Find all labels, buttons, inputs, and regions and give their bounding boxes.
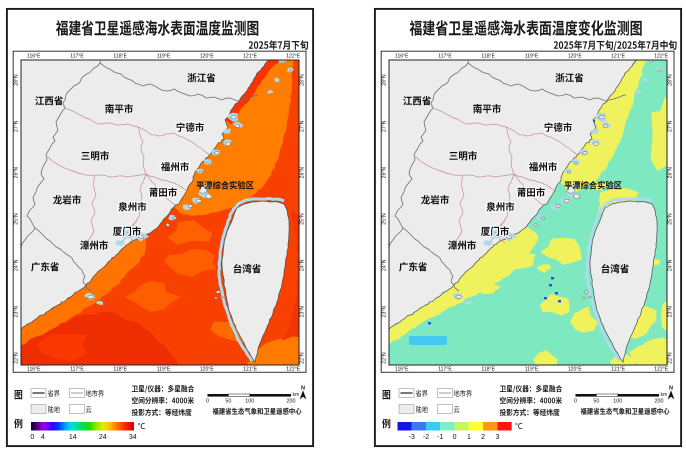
svg-text:116°E: 116°E xyxy=(395,54,409,60)
svg-text:0: 0 xyxy=(453,434,457,441)
svg-text:23°N: 23°N xyxy=(299,306,305,318)
svg-text:14: 14 xyxy=(69,434,77,441)
svg-text:25°N: 25°N xyxy=(382,213,388,225)
svg-text:118°E: 118°E xyxy=(481,366,495,372)
svg-text:28°N: 28°N xyxy=(14,74,20,86)
svg-text:120°E: 120°E xyxy=(568,54,583,60)
svg-text:120°E: 120°E xyxy=(200,54,215,60)
svg-text:25°N: 25°N xyxy=(14,213,20,225)
svg-text:23°N: 23°N xyxy=(667,306,673,318)
svg-text:27°N: 27°N xyxy=(382,120,388,132)
svg-text:118°E: 118°E xyxy=(113,366,127,372)
svg-text:27°N: 27°N xyxy=(299,120,305,132)
svg-text:-2: -2 xyxy=(423,434,429,441)
svg-text:23°N: 23°N xyxy=(382,306,388,318)
svg-text:24°N: 24°N xyxy=(14,259,20,271)
svg-text:116°E: 116°E xyxy=(395,366,409,372)
svg-text:1: 1 xyxy=(467,434,471,441)
svg-text:km: km xyxy=(661,392,668,398)
svg-text:119°E: 119°E xyxy=(525,54,539,60)
svg-text:200: 200 xyxy=(655,399,664,405)
svg-text:N: N xyxy=(301,385,305,391)
svg-text:27°N: 27°N xyxy=(14,120,20,132)
svg-text:3: 3 xyxy=(495,434,499,441)
svg-text:116°E: 116°E xyxy=(27,54,41,60)
svg-text:-1: -1 xyxy=(437,434,443,441)
svg-text:100: 100 xyxy=(613,399,622,405)
svg-text:27°N: 27°N xyxy=(667,120,673,132)
svg-text:119°E: 119°E xyxy=(157,54,171,60)
svg-text:24°N: 24°N xyxy=(382,259,388,271)
svg-text:24: 24 xyxy=(99,434,107,441)
svg-text:26°N: 26°N xyxy=(382,167,388,179)
svg-text:0: 0 xyxy=(30,434,34,441)
svg-text:28°N: 28°N xyxy=(667,74,673,86)
svg-text:-3: -3 xyxy=(409,434,415,441)
svg-text:122°E: 122°E xyxy=(286,54,301,60)
svg-text:121°E: 121°E xyxy=(611,366,626,372)
svg-text:24°N: 24°N xyxy=(299,259,305,271)
svg-text:25°N: 25°N xyxy=(299,213,305,225)
svg-text:122°E: 122°E xyxy=(286,366,301,372)
svg-text:119°E: 119°E xyxy=(525,366,539,372)
svg-text:121°E: 121°E xyxy=(243,54,258,60)
svg-text:24°N: 24°N xyxy=(667,259,673,271)
svg-text:121°E: 121°E xyxy=(611,54,626,60)
svg-text:120°E: 120°E xyxy=(200,366,215,372)
svg-text:22°N: 22°N xyxy=(667,352,673,364)
svg-text:26°N: 26°N xyxy=(299,167,305,179)
svg-text:23°N: 23°N xyxy=(14,306,20,318)
svg-text:28°N: 28°N xyxy=(299,74,305,86)
svg-text:0: 0 xyxy=(574,399,577,405)
svg-text:120°E: 120°E xyxy=(568,366,583,372)
svg-text:50: 50 xyxy=(225,399,231,405)
svg-text:26°N: 26°N xyxy=(14,167,20,179)
svg-text:117°E: 117°E xyxy=(438,54,452,60)
svg-text:28°N: 28°N xyxy=(382,74,388,86)
svg-text:50: 50 xyxy=(593,399,599,405)
svg-text:34: 34 xyxy=(129,434,137,441)
svg-text:22°N: 22°N xyxy=(299,352,305,364)
svg-text:119°E: 119°E xyxy=(157,366,171,372)
svg-text:116°E: 116°E xyxy=(27,366,41,372)
svg-text:121°E: 121°E xyxy=(243,366,258,372)
svg-text:117°E: 117°E xyxy=(438,366,452,372)
svg-text:118°E: 118°E xyxy=(113,54,127,60)
svg-text:118°E: 118°E xyxy=(481,54,495,60)
svg-text:2: 2 xyxy=(481,434,485,441)
svg-text:N: N xyxy=(669,385,673,391)
svg-text:km: km xyxy=(293,392,300,398)
svg-text:100: 100 xyxy=(245,399,254,405)
svg-text:122°E: 122°E xyxy=(654,366,669,372)
svg-text:117°E: 117°E xyxy=(70,54,84,60)
svg-text:0: 0 xyxy=(206,399,209,405)
svg-text:122°E: 122°E xyxy=(654,54,669,60)
svg-text:117°E: 117°E xyxy=(70,366,84,372)
svg-text:25°N: 25°N xyxy=(667,213,673,225)
svg-text:22°N: 22°N xyxy=(382,352,388,364)
svg-text:26°N: 26°N xyxy=(667,167,673,179)
svg-text:200: 200 xyxy=(287,399,296,405)
svg-text:22°N: 22°N xyxy=(14,352,20,364)
svg-text:4: 4 xyxy=(41,434,45,441)
